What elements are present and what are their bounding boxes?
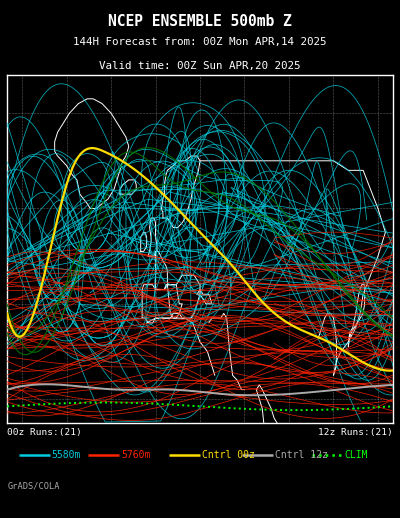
Text: 12z Runs:(21): 12z Runs:(21) — [318, 427, 393, 437]
Text: Cntrl 12z: Cntrl 12z — [275, 450, 328, 460]
Text: 144H Forecast from: 00Z Mon APR,14 2025: 144H Forecast from: 00Z Mon APR,14 2025 — [73, 37, 327, 48]
Text: NCEP ENSEMBLE 500mb Z: NCEP ENSEMBLE 500mb Z — [108, 13, 292, 28]
Text: 5580m: 5580m — [52, 450, 81, 460]
Text: 00z Runs:(21): 00z Runs:(21) — [7, 427, 82, 437]
Text: GrADS/COLA: GrADS/COLA — [8, 481, 60, 490]
Text: Cntrl 00z: Cntrl 00z — [202, 450, 255, 460]
Text: CLIM: CLIM — [345, 450, 368, 460]
Text: Valid time: 00Z Sun APR,20 2025: Valid time: 00Z Sun APR,20 2025 — [99, 62, 301, 71]
Text: 5760m: 5760m — [121, 450, 150, 460]
